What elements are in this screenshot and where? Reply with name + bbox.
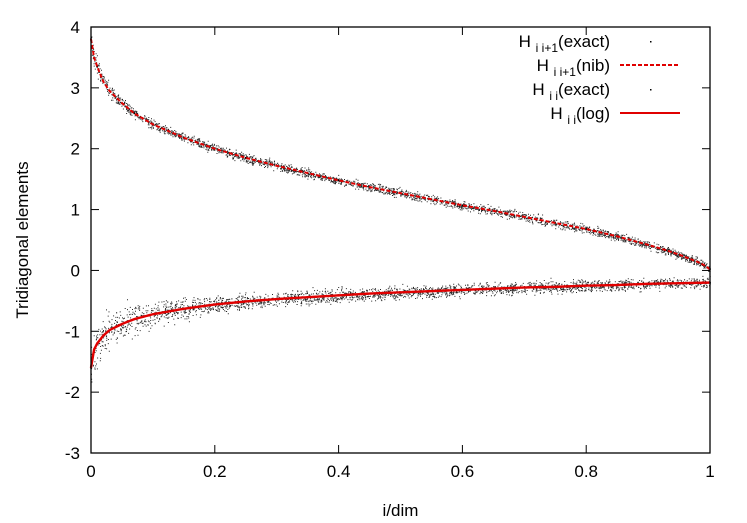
data-point [96,65,98,68]
data-point [337,179,340,182]
series-line [89,281,711,369]
legend-sample-dot [650,41,652,43]
x-tick-label: 0.4 [327,462,351,481]
x-tick-label: 0 [86,462,95,481]
y-tick-label: 1 [71,201,80,220]
data-point [678,253,680,256]
legend-sample-dot [650,89,652,91]
y-tick-label: 0 [71,261,80,280]
data-point [665,249,668,252]
scatter-noise-layer [91,36,711,383]
x-axis-label: i/dim [383,501,419,520]
data-point [133,112,136,115]
legend: H i i+1(exact)H i i+1(nib)H i i(exact)H … [519,32,680,127]
legend-label: H i i(exact) [532,80,610,103]
tick-layer: 0 0.2 0.4 0.6 0.8 1 -3 -2 -1 0 1 2 3 4 [65,18,715,481]
y-tick-label: 3 [71,79,80,98]
plot-frame [90,26,711,454]
data-point [461,204,464,207]
x-tick-label: 0.8 [574,462,598,481]
y-axis-label: Tridiagonal elements [13,161,32,318]
x-tick-label: 0.2 [203,462,227,481]
series-line [90,39,711,271]
legend-label: H i i(log) [550,104,610,127]
x-tick-label: 1 [705,462,714,481]
y-tick-label: -2 [65,383,80,402]
y-tick-label: 2 [71,140,80,159]
data-point [585,228,587,230]
y-tick-label: 4 [71,18,80,37]
y-tick-label: -1 [65,322,80,341]
legend-label: H i i+1(nib) [537,56,610,79]
data-point [244,157,247,159]
y-tick-label: -3 [65,444,80,463]
x-tick-label: 0.6 [451,462,475,481]
series-layer [89,38,711,369]
legend-label: H i i+1(exact) [519,32,610,55]
